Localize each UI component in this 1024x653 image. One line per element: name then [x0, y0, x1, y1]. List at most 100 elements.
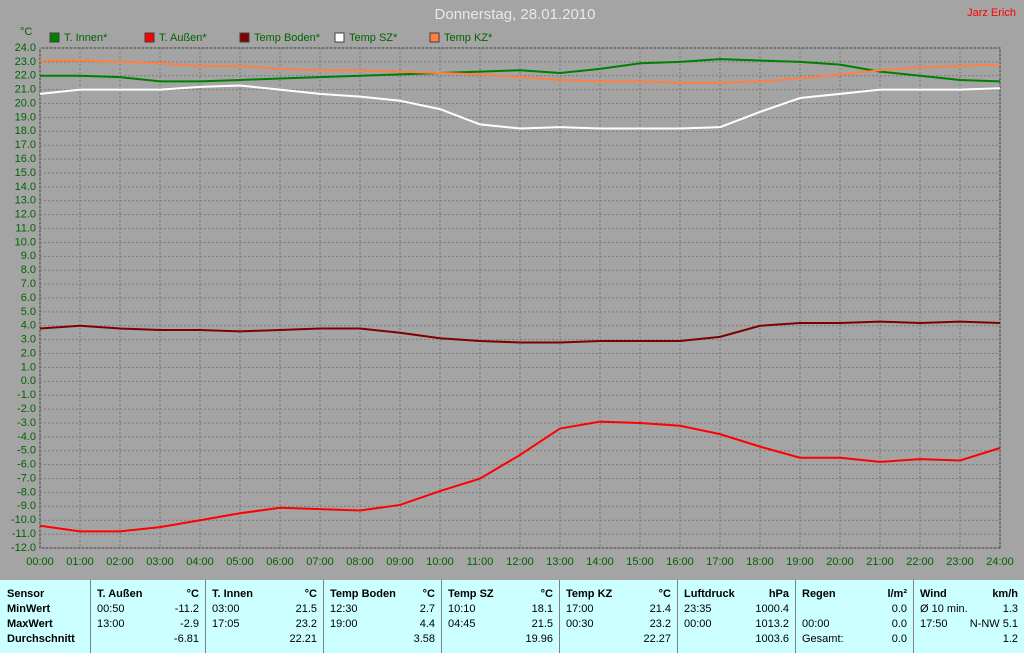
value-cell: 1000.4 — [755, 603, 789, 615]
x-tick-label: 11:00 — [467, 556, 494, 568]
y-tick-label: 15.0 — [15, 167, 36, 179]
value-cell: -11.2 — [174, 603, 199, 615]
x-tick-label: 02:00 — [106, 556, 134, 568]
time-cell: 17:05 — [212, 618, 240, 630]
legend-swatch — [144, 32, 155, 43]
y-tick-label: 11.0 — [15, 222, 36, 234]
x-tick-label: 22:00 — [906, 556, 934, 568]
time-cell: Ø 10 min. — [920, 603, 968, 615]
x-tick-label: 09:00 — [386, 556, 414, 568]
x-tick-label: 23:00 — [946, 556, 974, 568]
sensor-column: T. Innen °C 03:00 21.5 17:05 23.2 22.21 — [205, 580, 323, 653]
header-unit: °C — [540, 588, 553, 600]
y-tick-label: 6.0 — [21, 292, 36, 304]
value-cell: 19.96 — [525, 633, 553, 645]
y-tick-label: 0.0 — [21, 375, 36, 387]
header-cell: Temp Boden — [330, 588, 396, 600]
x-tick-label: 14:00 — [586, 556, 614, 568]
value-cell: 0.0 — [891, 603, 907, 615]
value-cell: -6.81 — [173, 633, 199, 645]
y-tick-label: -9.0 — [17, 500, 36, 512]
series-line — [40, 58, 1001, 83]
series-line — [39, 420, 1001, 533]
y-tick-label: 19.0 — [15, 111, 36, 123]
y-tick-label: 3.0 — [21, 334, 36, 346]
y-unit: °C — [20, 26, 32, 38]
value-cell: 21.5 — [295, 603, 317, 615]
value-cell: -2.9 — [180, 618, 199, 630]
y-tick-label: -1.0 — [17, 389, 36, 401]
value-cell: 21.4 — [649, 603, 671, 615]
time-cell: 10:10 — [448, 603, 476, 615]
value-cell: 1.3 — [1002, 603, 1018, 615]
y-tick-label: 16.0 — [15, 153, 36, 165]
time-cell: 12:30 — [330, 603, 358, 615]
value-cell: 4.4 — [419, 618, 435, 630]
series-line — [40, 59, 1001, 84]
legend-label: T. Außen* — [159, 32, 207, 44]
value-cell: 22.21 — [289, 633, 317, 645]
legend-swatch — [429, 32, 440, 43]
x-tick-label: 06:00 — [266, 556, 294, 568]
legend-swatch — [334, 32, 345, 43]
y-tick-label: 2.0 — [21, 347, 36, 359]
value-cell: 0.0 — [891, 633, 907, 645]
author: Jarz Erich — [967, 7, 1016, 19]
x-tick-label: 16:00 — [666, 556, 694, 568]
row-label: MinWert — [7, 603, 51, 615]
header-unit: °C — [304, 588, 317, 600]
header-unit: hPa — [768, 588, 789, 600]
x-tick-label: 10:00 — [426, 556, 454, 568]
y-tick-label: -3.0 — [17, 417, 36, 429]
sensor-column: Temp Boden °C 12:30 2.7 19:00 4.4 3.58 — [323, 580, 441, 653]
time-cell: 00:50 — [97, 603, 125, 615]
y-tick-label: 20.0 — [15, 97, 36, 109]
y-tick-label: -10.0 — [11, 514, 36, 526]
y-tick-label: 22.0 — [15, 70, 36, 82]
stats-table: Sensor MinWert MaxWert Durchschnitt T. Außen… — [0, 580, 1024, 653]
x-tick-label: 15:00 — [626, 556, 654, 568]
legend-label: T. Innen* — [64, 32, 108, 44]
value-cell: 1003.6 — [755, 633, 789, 645]
value-cell: 0.0 — [891, 618, 907, 630]
time-cell: 00:30 — [566, 618, 594, 630]
time-cell: 04:45 — [448, 618, 476, 630]
chart-title: Donnerstag, 28.01.2010 — [435, 6, 596, 23]
legend-label: Temp Boden* — [254, 32, 321, 44]
x-tick-label: 00:00 — [26, 556, 54, 568]
y-tick-label: -7.0 — [17, 472, 36, 484]
x-tick-label: 04:00 — [186, 556, 214, 568]
y-tick-label: -12.0 — [11, 542, 36, 554]
legend-label: Temp KZ* — [444, 32, 493, 44]
y-tick-label: -8.0 — [17, 486, 36, 498]
y-tick-label: 13.0 — [15, 195, 36, 207]
sensor-column: Temp KZ °C 17:00 21.4 00:30 23.2 22.27 — [559, 580, 677, 653]
y-tick-label: 24.0 — [15, 42, 36, 54]
y-tick-label: 4.0 — [21, 320, 36, 332]
time-cell: 23:35 — [684, 603, 712, 615]
value-cell: N-NW 5.1 — [969, 618, 1018, 630]
x-tick-label: 05:00 — [226, 556, 254, 568]
y-tick-label: -6.0 — [17, 459, 36, 471]
header-unit: °C — [658, 588, 671, 600]
header-cell: T. Außen — [97, 588, 143, 600]
header-unit: °C — [422, 588, 435, 600]
y-tick-label: 10.0 — [15, 236, 36, 248]
y-tick-label: 1.0 — [21, 361, 36, 373]
header-cell: T. Innen — [212, 588, 253, 600]
time-cell: 03:00 — [212, 603, 240, 615]
legend-swatch — [239, 32, 250, 43]
value-cell: 21.5 — [531, 618, 553, 630]
time-cell: 17:00 — [566, 603, 594, 615]
y-tick-label: 23.0 — [15, 56, 36, 68]
header-unit: km/h — [992, 588, 1018, 600]
value-cell: 22.27 — [643, 633, 671, 645]
value-cell: 2.7 — [419, 603, 435, 615]
x-tick-label: 19:00 — [786, 556, 814, 568]
sensor-column: T. Außen °C 00:50 -11.2 13:00 -2.9 -6.81 — [90, 580, 205, 653]
x-tick-label: 07:00 — [306, 556, 334, 568]
series-line — [39, 84, 1001, 130]
sensor-column: Wind km/h Ø 10 min. 1.3 17:50 N-NW 5.1 1.2 — [913, 580, 1024, 653]
y-tick-label: -4.0 — [17, 431, 36, 443]
y-tick-label: -2.0 — [17, 403, 36, 415]
